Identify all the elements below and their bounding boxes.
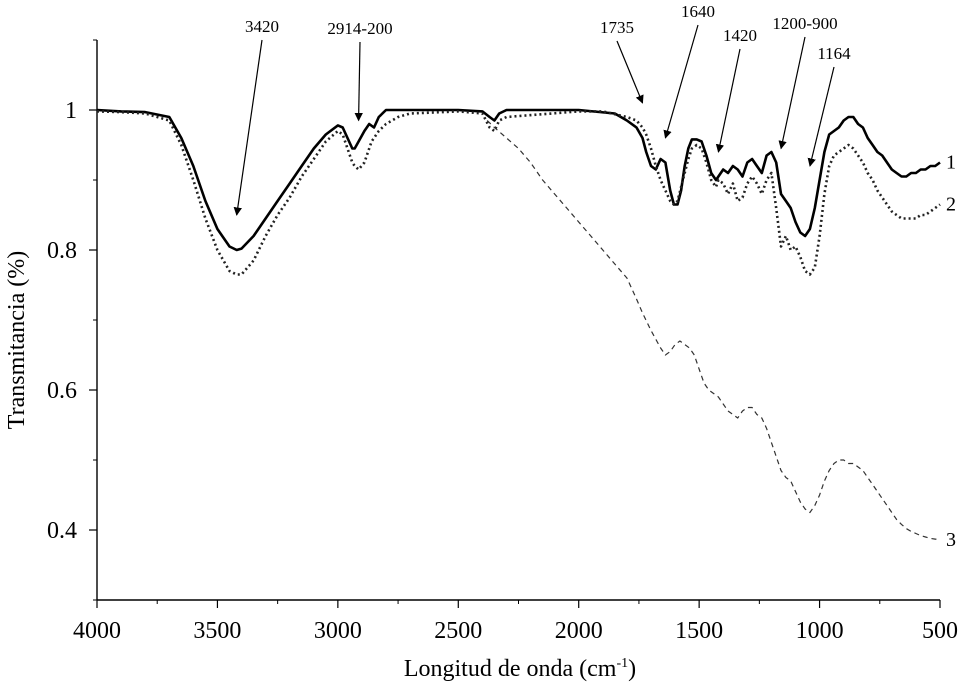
annotation-label-6: 1164: [817, 44, 851, 63]
x-tick-label-4000: 4000: [73, 618, 121, 644]
x-axis-title-main: Longitud de onda (cm: [404, 656, 617, 682]
series-2-label: 2: [946, 194, 956, 216]
annotation-arrow-0: [233, 39, 263, 216]
annotation-label-0: 3420: [245, 17, 279, 36]
annotation-label-5: 1200-900: [772, 14, 837, 33]
y-tick-label-0.6: 0.6: [47, 378, 77, 404]
y-tick-label-0.8: 0.8: [47, 238, 77, 264]
annotation-label-2: 1735: [600, 18, 634, 37]
annotation-arrow-6: [807, 66, 835, 167]
annotation-label-3: 1640: [681, 2, 715, 21]
annotation-layer: 3420 2914-200 1735 1640 1420 1200-900 1164: [233, 2, 851, 216]
x-tick-label-1000: 1000: [796, 618, 844, 644]
annotation-label-1: 2914-200: [327, 19, 392, 38]
y-axis-title: Transmitancia (%): [4, 251, 30, 429]
annotation-label-4: 1420: [723, 26, 757, 45]
x-axis-title-superscript: -1: [616, 656, 628, 671]
x-tick-label-3500: 3500: [193, 618, 241, 644]
series-2-line: [96, 110, 941, 276]
annotation-arrow-4: [715, 48, 741, 153]
x-axis-title-end: ): [628, 656, 636, 682]
annotation-arrow-5: [778, 36, 806, 150]
annotation-arrow-3: [663, 24, 699, 139]
axes: 4000 3500 3000 2500 2000 1500 1000 500 0.4 0.6 0.8…: [47, 39, 958, 644]
annotation-arrow-2: [616, 40, 644, 104]
x-axis-title: Longitud de onda (cm-1): [404, 656, 636, 682]
y-tick-label-0.4: 0.4: [47, 518, 77, 544]
x-tick-label-2500: 2500: [434, 618, 482, 644]
annotation-arrow-1: [354, 41, 363, 122]
series-layer: 1 2 3: [96, 108, 956, 551]
series-1-line: [96, 108, 941, 252]
x-tick-label-1500: 1500: [675, 618, 723, 644]
x-tick-label-500: 500: [922, 618, 958, 644]
series-3-label: 3: [946, 529, 956, 551]
x-tick-label-2000: 2000: [555, 618, 603, 644]
y-tick-label-1: 1: [65, 98, 77, 124]
series-3-line: [486, 120, 941, 541]
series-1-label: 1: [946, 152, 956, 174]
x-tick-label-3000: 3000: [314, 618, 362, 644]
